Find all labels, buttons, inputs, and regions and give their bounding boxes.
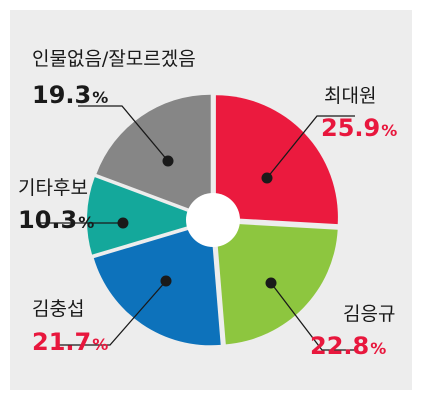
leader-dot xyxy=(261,172,273,184)
leader-line xyxy=(78,105,169,162)
donut-hole xyxy=(186,193,240,247)
slice-name-label: 김응규 xyxy=(343,303,395,325)
pie-slice xyxy=(93,223,221,346)
leader-line xyxy=(270,282,355,351)
pie-slice xyxy=(96,94,211,217)
pie-slice xyxy=(215,95,338,225)
slice-name-label: 최대원 xyxy=(324,85,376,107)
slice-value-label: 10.3% xyxy=(18,206,94,234)
pie-chart: 최대원 25.9% 김응규 22.8% 김충섭 21.7% 기타후보 10.3% 인물없음/잘모… xyxy=(18,48,397,360)
slice-name-label: 기타후보 xyxy=(18,177,88,199)
leader-dot xyxy=(162,155,174,167)
slice-name-label: 인물없음/잘모르겠음 xyxy=(32,48,196,70)
slice-value-label: 22.8% xyxy=(310,332,386,360)
leader-dot xyxy=(117,217,129,229)
leader-dot xyxy=(160,275,172,287)
pie-slice xyxy=(215,222,338,345)
slice-value-label: 19.3% xyxy=(32,81,108,109)
leader-line xyxy=(58,280,167,346)
slice-value-label: 25.9% xyxy=(321,114,397,142)
slice-value-label: 21.7% xyxy=(32,328,108,356)
chart-frame: 최대원 25.9% 김응규 22.8% 김충섭 21.7% 기타후보 10.3% 인물없음/잘모… xyxy=(10,10,412,390)
leader-dot xyxy=(265,277,277,289)
slice-name-label: 김충섭 xyxy=(32,298,84,320)
leader-line xyxy=(266,115,355,179)
pie-slice xyxy=(87,177,210,255)
